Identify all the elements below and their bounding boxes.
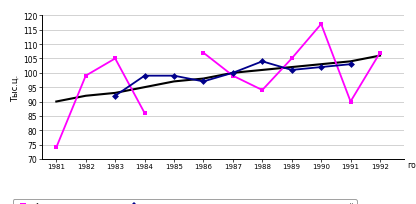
Legend: Фактические данные, скользящие средние, выравненные по прямой: Фактические данные, скользящие средние, … (12, 199, 357, 204)
Y-axis label: Тыс.ц.: Тыс.ц. (11, 74, 20, 101)
Text: годы: годы (407, 161, 416, 170)
